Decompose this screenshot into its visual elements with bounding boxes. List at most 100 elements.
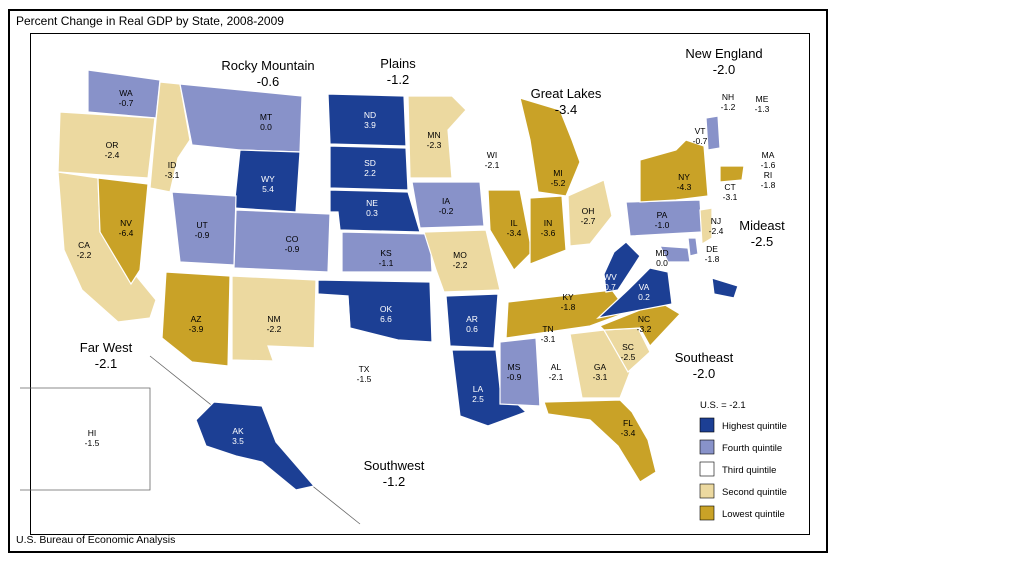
state-mn: [407, 95, 467, 179]
state-value-al: -2.1: [549, 372, 564, 382]
state-me: [733, 79, 775, 141]
state-abbr-ri: RI: [764, 170, 773, 180]
state-ok: [317, 279, 433, 343]
state-nv: [97, 177, 149, 286]
state-abbr-hi: HI: [88, 428, 97, 438]
state-value-mn: -2.3: [427, 140, 442, 150]
state-value-id: -3.1: [165, 170, 180, 180]
state-value-fl: -3.4: [621, 428, 636, 438]
state-la: [451, 349, 528, 427]
state-abbr-wy: WY: [261, 174, 275, 184]
legend-label-fourth: Fourth quintile: [722, 443, 782, 454]
state-value-mi: -5.2: [551, 178, 566, 188]
state-abbr-nj: NJ: [711, 216, 721, 226]
state-value-ar: 0.6: [466, 324, 478, 334]
state-hi: [89, 423, 113, 453]
state-abbr-ar: AR: [466, 314, 478, 324]
legend-label-lowest: Lowest quintile: [722, 509, 785, 520]
state-value-nm: -2.2: [267, 324, 282, 334]
state-abbr-mi: MI: [553, 168, 562, 178]
state-value-il: -3.4: [507, 228, 522, 238]
state-value-mt: 0.0: [260, 122, 272, 132]
state-wv: [603, 241, 641, 293]
state-abbr-wa: WA: [119, 88, 133, 98]
state-abbr-me: ME: [756, 94, 769, 104]
state-abbr-dc: DC: [750, 282, 762, 292]
state-value-nh: -1.2: [721, 102, 736, 112]
state-value-me: -1.3: [755, 104, 770, 114]
state-abbr-wv: WV: [603, 272, 617, 282]
state-value-vt: -0.7: [693, 136, 708, 146]
region-name-mideast: Mideast: [739, 218, 785, 233]
legend-label-highest: Highest quintile: [722, 421, 787, 432]
state-abbr-fl: FL: [623, 418, 633, 428]
state-abbr-ny: NY: [678, 172, 690, 182]
state-value-oh: -2.7: [581, 216, 596, 226]
map-area: [30, 33, 810, 535]
state-co: [233, 209, 331, 273]
state-vt: [705, 115, 721, 151]
legend-swatch-lowest: [699, 505, 715, 521]
state-value-wi: -2.1: [485, 160, 500, 170]
region-value-far-west: -2.1: [95, 356, 117, 371]
legend: U.S. = -2.1 Highest quintile Fourth quinti…: [699, 400, 787, 521]
state-value-nd: 3.9: [364, 120, 376, 130]
state-value-sc: -2.5: [621, 352, 636, 362]
region-name-rocky-mountain: Rocky Mountain: [221, 58, 314, 73]
state-in: [529, 195, 567, 265]
state-value-tx: -1.5: [357, 374, 372, 384]
state-abbr-nh: NH: [722, 92, 734, 102]
state-va: [596, 267, 673, 319]
state-nd: [327, 93, 407, 147]
state-value-hi: -1.5: [85, 438, 100, 448]
source-note: U.S. Bureau of Economic Analysis: [16, 534, 176, 546]
state-mt: [179, 83, 303, 153]
state-abbr-ky: KY: [562, 292, 574, 302]
state-abbr-id: ID: [168, 160, 177, 170]
state-value-co: -0.9: [285, 244, 300, 254]
state-value-md: 0.0: [656, 258, 668, 268]
legend-swatch-fourth: [699, 439, 715, 455]
region-value-rocky-mountain: -0.6: [257, 74, 279, 89]
state-mo: [423, 229, 501, 293]
state-value-ca: -2.2: [77, 250, 92, 260]
legend-label-third: Third quintile: [722, 465, 776, 476]
state-value-ne: 0.3: [366, 208, 378, 218]
state-abbr-tx: TX: [359, 364, 370, 374]
region-name-plains: Plains: [380, 56, 416, 71]
state-value-nj: -2.4: [709, 226, 724, 236]
state-abbr-ks: KS: [380, 248, 392, 258]
state-abbr-mt: MT: [260, 112, 272, 122]
states-layer: [20, 69, 775, 525]
state-ga: [569, 329, 631, 399]
state-value-ga: -3.1: [593, 372, 608, 382]
state-abbr-ga: GA: [594, 362, 607, 372]
state-value-ks: -1.1: [379, 258, 394, 268]
state-value-ny: -4.3: [677, 182, 692, 192]
state-abbr-va: VA: [639, 282, 650, 292]
state-abbr-ne: NE: [366, 198, 378, 208]
state-value-wa: -0.7: [119, 98, 134, 108]
state-value-de: -1.8: [705, 254, 720, 264]
state-ar: [445, 293, 499, 349]
state-value-az: -3.9: [189, 324, 204, 334]
state-value-dc: 0.8: [750, 292, 762, 302]
state-value-wv: 0.7: [604, 282, 616, 292]
state-abbr-wi: WI: [487, 150, 497, 160]
state-nh: [719, 105, 737, 151]
region-name-far-west: Far West: [80, 340, 133, 355]
state-abbr-ok: OK: [380, 304, 393, 314]
state-dc: [711, 277, 739, 299]
state-mi: [519, 97, 581, 197]
state-abbr-sc: SC: [622, 342, 634, 352]
state-value-ia: -0.2: [439, 206, 454, 216]
state-ks: [341, 231, 433, 273]
region-name-new-england: New England: [685, 46, 762, 61]
region-value-mideast: -2.5: [751, 234, 773, 249]
region-value-great-lakes: -3.4: [555, 102, 577, 117]
state-sd: [329, 145, 409, 191]
state-abbr-ct: CT: [724, 182, 735, 192]
hawaii-inset-frame: [20, 387, 151, 491]
state-value-la: 2.5: [472, 394, 484, 404]
